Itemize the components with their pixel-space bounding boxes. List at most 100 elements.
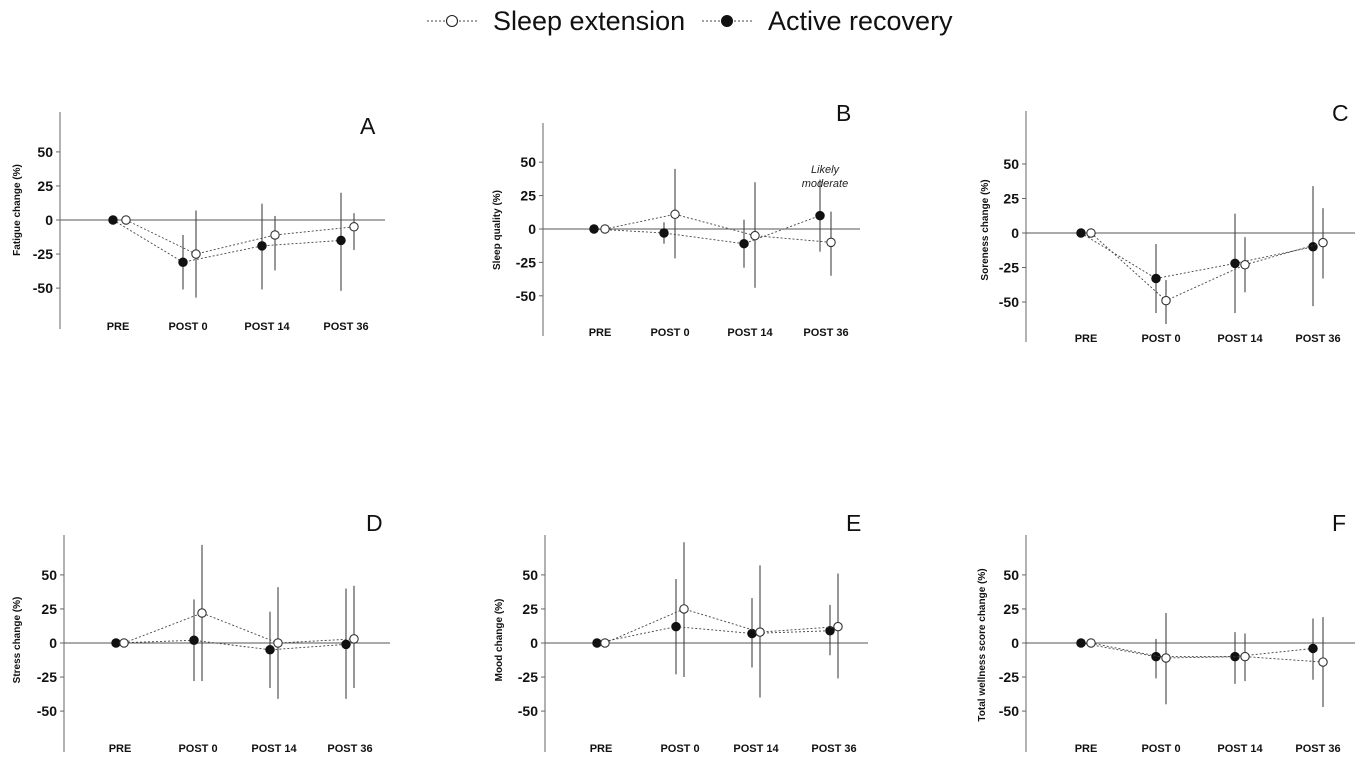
y-tick-label: -50 [999, 294, 1019, 310]
data-point [739, 238, 749, 249]
data-point [341, 639, 351, 650]
panel-letter: D [366, 510, 383, 536]
x-tick-label: PRE [590, 743, 613, 755]
data-point [679, 604, 689, 614]
x-tick-label: POST 0 [1141, 743, 1180, 755]
y-axis-label: Sleep quality (%) [492, 190, 503, 270]
y-axis-label: Total wellness score change (%) [977, 568, 988, 721]
y-tick-label: 50 [41, 567, 57, 583]
x-tick-label: POST 36 [811, 743, 856, 755]
y-tick-label: 0 [49, 635, 57, 651]
y-tick-label: -50 [516, 288, 536, 304]
data-point [349, 222, 359, 232]
series-line [115, 639, 347, 651]
panel-b: -50 -25 0 25 50 Sleep quality (%) PRE POST 0 POS… [492, 100, 860, 339]
series-sleep-extension [1086, 613, 1328, 708]
y-tick-label: -50 [518, 703, 538, 719]
data-point [1161, 295, 1171, 306]
series-line [125, 219, 355, 255]
series-line [1080, 232, 1314, 280]
panel-letter: E [846, 510, 861, 536]
x-tick-label: POST 14 [251, 743, 297, 755]
x-tick-label: POST 14 [244, 321, 290, 333]
y-tick-label: -50 [33, 280, 53, 296]
y-tick-label: 50 [37, 144, 53, 160]
data-point [1230, 258, 1240, 269]
y-tick-label: 50 [1003, 567, 1019, 583]
series-line [1080, 642, 1314, 658]
data-point [1076, 638, 1086, 648]
annotation-text: moderate [802, 178, 848, 190]
data-point [1086, 228, 1096, 238]
x-tick-label: POST 14 [733, 743, 779, 755]
data-point [589, 224, 599, 234]
annotation-text: Likely [811, 164, 841, 176]
data-point [1318, 237, 1328, 248]
legend-item-sleep-extension: Sleep extension [425, 2, 685, 40]
data-point [1240, 259, 1250, 270]
y-tick-label: -25 [33, 246, 53, 262]
series-active-recovery [1076, 618, 1318, 684]
panel-e: -50 -25 0 25 50 Mood change (%) PRE POST 0 POST … [494, 510, 868, 755]
data-point [111, 638, 121, 648]
data-point [1086, 638, 1096, 648]
data-point [1308, 643, 1318, 654]
data-point [826, 237, 836, 248]
panel-letter: B [836, 100, 851, 126]
y-tick-label: -25 [516, 254, 536, 270]
data-point [197, 608, 207, 618]
series-line [1090, 232, 1324, 302]
data-point [600, 638, 610, 648]
x-tick-label: POST 0 [660, 743, 699, 755]
y-tick-label: -25 [37, 669, 57, 685]
data-point [189, 635, 199, 646]
y-tick-label: 0 [1011, 225, 1019, 241]
y-tick-label: -50 [37, 703, 57, 719]
data-point [265, 645, 275, 655]
x-tick-label: PRE [1075, 743, 1098, 755]
series-active-recovery [1076, 186, 1318, 314]
x-tick-label: POST 14 [1217, 333, 1263, 345]
y-tick-label: -25 [999, 669, 1019, 685]
series-sleep-extension [121, 210, 359, 298]
x-tick-label: POST 14 [727, 327, 773, 339]
y-tick-label: -50 [999, 703, 1019, 719]
series-line [112, 219, 342, 263]
data-point [1240, 651, 1250, 662]
series-sleep-extension [600, 542, 843, 698]
y-tick-label: 0 [528, 221, 536, 237]
panel-f: -50 -25 0 25 50 Total wellness score change (… [977, 510, 1355, 755]
series-active-recovery [592, 578, 835, 675]
y-tick-label: 50 [522, 567, 538, 583]
data-point [1076, 228, 1086, 238]
x-tick-label: POST 0 [168, 321, 207, 333]
y-tick-label: 25 [41, 601, 57, 617]
series-sleep-extension [600, 168, 836, 288]
x-tick-label: PRE [109, 743, 132, 755]
data-point [755, 627, 765, 637]
x-tick-label: PRE [107, 321, 130, 333]
data-point [1318, 657, 1328, 667]
data-point [1161, 653, 1171, 663]
panel-letter: A [360, 113, 376, 139]
data-point [659, 228, 669, 238]
x-tick-label: POST 36 [1295, 743, 1340, 755]
data-point [349, 634, 359, 644]
legend-item-active-recovery: Active recovery [700, 2, 953, 40]
data-point [121, 215, 131, 225]
y-tick-label: -25 [518, 669, 538, 685]
x-tick-label: POST 36 [1295, 333, 1340, 345]
data-point [1151, 273, 1161, 284]
series-line [596, 626, 831, 644]
legend-marker-open-circle-icon [427, 14, 477, 28]
series-active-recovery [111, 588, 351, 699]
x-tick-label: PRE [1075, 333, 1098, 345]
data-point [825, 625, 835, 636]
series-line [604, 213, 832, 243]
data-point [119, 638, 129, 648]
y-tick-label: 50 [1003, 156, 1019, 172]
series-line [593, 215, 821, 245]
y-tick-label: 25 [37, 178, 53, 194]
y-tick-label: 25 [1003, 191, 1019, 207]
